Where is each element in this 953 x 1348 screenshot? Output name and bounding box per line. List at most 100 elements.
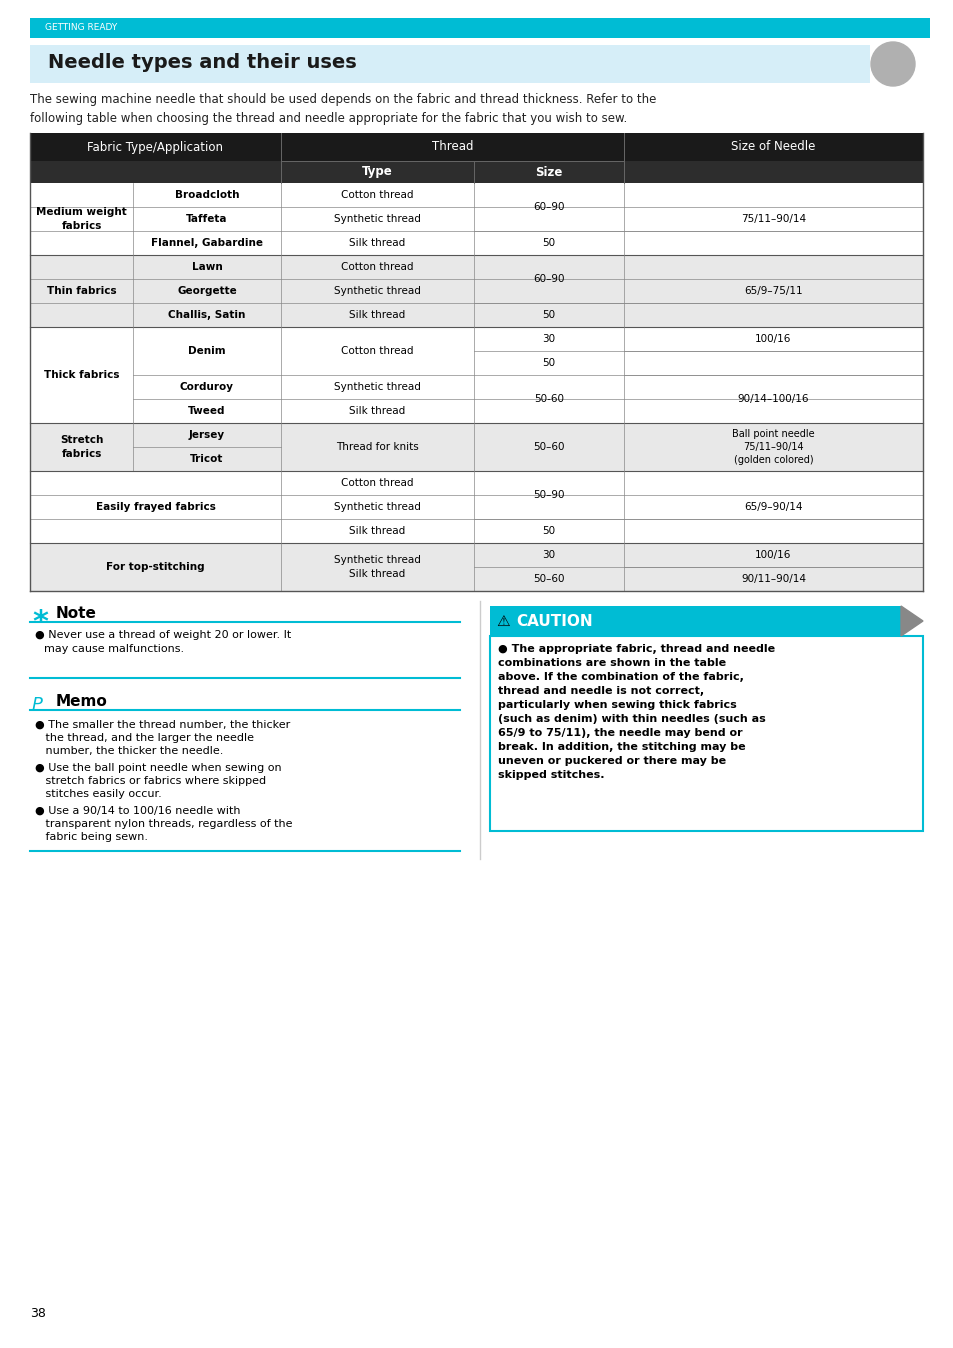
Text: P: P xyxy=(32,696,43,714)
Text: Synthetic thread: Synthetic thread xyxy=(334,286,420,297)
Text: the thread, and the larger the needle: the thread, and the larger the needle xyxy=(35,733,253,743)
Bar xyxy=(30,470,923,543)
Text: Cotton thread: Cotton thread xyxy=(341,262,414,272)
Text: 100/16: 100/16 xyxy=(755,550,791,559)
Text: Stretch
fabrics: Stretch fabrics xyxy=(60,435,103,458)
Text: Medium weight
fabrics: Medium weight fabrics xyxy=(36,208,127,231)
Bar xyxy=(30,328,923,423)
Text: Synthetic thread: Synthetic thread xyxy=(334,501,420,512)
Text: GETTING READY: GETTING READY xyxy=(45,23,117,32)
Text: Jersey: Jersey xyxy=(189,430,225,439)
Text: 65/9–90/14: 65/9–90/14 xyxy=(743,501,801,512)
Text: 65/9–75/11: 65/9–75/11 xyxy=(743,286,802,297)
Text: Synthetic thread: Synthetic thread xyxy=(334,381,420,392)
Text: (such as denim) with thin needles (such as: (such as denim) with thin needles (such … xyxy=(497,714,765,724)
Text: Synthetic thread
Silk thread: Synthetic thread Silk thread xyxy=(334,555,420,578)
Text: 65/9 to 75/11), the needle may bend or: 65/9 to 75/11), the needle may bend or xyxy=(497,728,741,737)
Text: stitches easily occur.: stitches easily occur. xyxy=(35,789,162,799)
Text: Thin fabrics: Thin fabrics xyxy=(47,286,116,297)
Bar xyxy=(30,255,923,328)
Circle shape xyxy=(870,42,914,86)
Text: Broadcloth: Broadcloth xyxy=(174,190,239,200)
Text: 30: 30 xyxy=(542,334,555,344)
Text: Size: Size xyxy=(535,166,562,178)
Text: 50–90: 50–90 xyxy=(533,491,564,500)
Text: *: * xyxy=(32,608,48,638)
Text: fabric being sewn.: fabric being sewn. xyxy=(35,832,148,842)
Text: particularly when sewing thick fabrics: particularly when sewing thick fabrics xyxy=(497,700,736,710)
Bar xyxy=(30,133,923,160)
Text: Easily frayed fabrics: Easily frayed fabrics xyxy=(95,501,215,512)
Text: Silk thread: Silk thread xyxy=(349,526,405,537)
Text: Note: Note xyxy=(56,607,97,621)
Text: Georgette: Georgette xyxy=(177,286,236,297)
Bar xyxy=(30,18,929,38)
Text: skipped stitches.: skipped stitches. xyxy=(497,770,604,780)
Text: Silk thread: Silk thread xyxy=(349,239,405,248)
Text: 50: 50 xyxy=(542,310,555,319)
Text: Tweed: Tweed xyxy=(188,406,226,417)
Text: thread and needle is not correct,: thread and needle is not correct, xyxy=(497,686,703,696)
Text: Size of Needle: Size of Needle xyxy=(731,140,815,154)
Text: transparent nylon threads, regardless of the: transparent nylon threads, regardless of… xyxy=(35,820,293,829)
Text: 60–90: 60–90 xyxy=(533,202,564,212)
Text: 38: 38 xyxy=(30,1308,46,1320)
Text: Memo: Memo xyxy=(56,694,108,709)
Text: break. In addition, the stitching may be: break. In addition, the stitching may be xyxy=(497,741,745,752)
Text: ● Use the ball point needle when sewing on: ● Use the ball point needle when sewing … xyxy=(35,763,281,772)
Text: 50: 50 xyxy=(542,526,555,537)
Text: Denim: Denim xyxy=(188,346,226,356)
Text: Silk thread: Silk thread xyxy=(349,406,405,417)
Text: combinations are shown in the table: combinations are shown in the table xyxy=(497,658,725,669)
Text: may cause malfunctions.: may cause malfunctions. xyxy=(44,644,184,654)
Text: Thick fabrics: Thick fabrics xyxy=(44,369,119,380)
Text: 90/14–100/16: 90/14–100/16 xyxy=(737,394,808,404)
Text: Thread for knits: Thread for knits xyxy=(335,442,418,452)
Bar xyxy=(30,183,923,255)
Text: 50–60: 50–60 xyxy=(533,574,564,584)
Text: above. If the combination of the fabric,: above. If the combination of the fabric, xyxy=(497,673,743,682)
Text: 50-60: 50-60 xyxy=(534,394,563,404)
Text: Cotton thread: Cotton thread xyxy=(341,479,414,488)
Bar xyxy=(490,636,923,830)
Text: stretch fabrics or fabrics where skipped: stretch fabrics or fabrics where skipped xyxy=(35,776,266,786)
Text: Flannel, Gabardine: Flannel, Gabardine xyxy=(151,239,263,248)
Text: Taffeta: Taffeta xyxy=(186,214,228,224)
Text: Thread: Thread xyxy=(432,140,473,154)
Text: Cotton thread: Cotton thread xyxy=(341,346,414,356)
Text: 50–60: 50–60 xyxy=(533,442,564,452)
Text: ● The smaller the thread number, the thicker: ● The smaller the thread number, the thi… xyxy=(35,720,290,731)
Text: uneven or puckered or there may be: uneven or puckered or there may be xyxy=(497,756,725,766)
Text: Cotton thread: Cotton thread xyxy=(341,190,414,200)
Text: The sewing machine needle that should be used depends on the fabric and thread t: The sewing machine needle that should be… xyxy=(30,93,656,125)
Text: 50: 50 xyxy=(542,239,555,248)
Polygon shape xyxy=(900,607,923,636)
Text: Needle types and their uses: Needle types and their uses xyxy=(48,54,356,73)
Bar xyxy=(30,44,869,84)
Bar xyxy=(490,607,900,636)
Text: Lawn: Lawn xyxy=(192,262,222,272)
Text: ⚠: ⚠ xyxy=(496,613,509,628)
Text: ● Use a 90/14 to 100/16 needle with: ● Use a 90/14 to 100/16 needle with xyxy=(35,806,240,816)
Text: Ball point needle
75/11–90/14
(golden colored): Ball point needle 75/11–90/14 (golden co… xyxy=(731,429,814,465)
Text: 90/11–90/14: 90/11–90/14 xyxy=(740,574,805,584)
Text: Tricot: Tricot xyxy=(190,454,223,464)
Text: ● The appropriate fabric, thread and needle: ● The appropriate fabric, thread and nee… xyxy=(497,644,774,654)
Text: number, the thicker the needle.: number, the thicker the needle. xyxy=(35,745,223,756)
Text: 75/11–90/14: 75/11–90/14 xyxy=(740,214,805,224)
Text: Type: Type xyxy=(362,166,393,178)
Text: Corduroy: Corduroy xyxy=(180,381,233,392)
Text: 60–90: 60–90 xyxy=(533,274,564,284)
Text: 30: 30 xyxy=(542,550,555,559)
Text: CAUTION: CAUTION xyxy=(516,613,592,628)
Text: For top-stitching: For top-stitching xyxy=(106,562,205,572)
Text: Silk thread: Silk thread xyxy=(349,310,405,319)
Text: 50: 50 xyxy=(542,359,555,368)
Bar xyxy=(30,543,923,590)
Text: Synthetic thread: Synthetic thread xyxy=(334,214,420,224)
Text: ● Never use a thread of weight 20 or lower. It: ● Never use a thread of weight 20 or low… xyxy=(35,630,291,640)
Bar xyxy=(30,423,923,470)
Text: 100/16: 100/16 xyxy=(755,334,791,344)
Text: Fabric Type/Application: Fabric Type/Application xyxy=(88,140,223,154)
Bar xyxy=(30,160,923,183)
